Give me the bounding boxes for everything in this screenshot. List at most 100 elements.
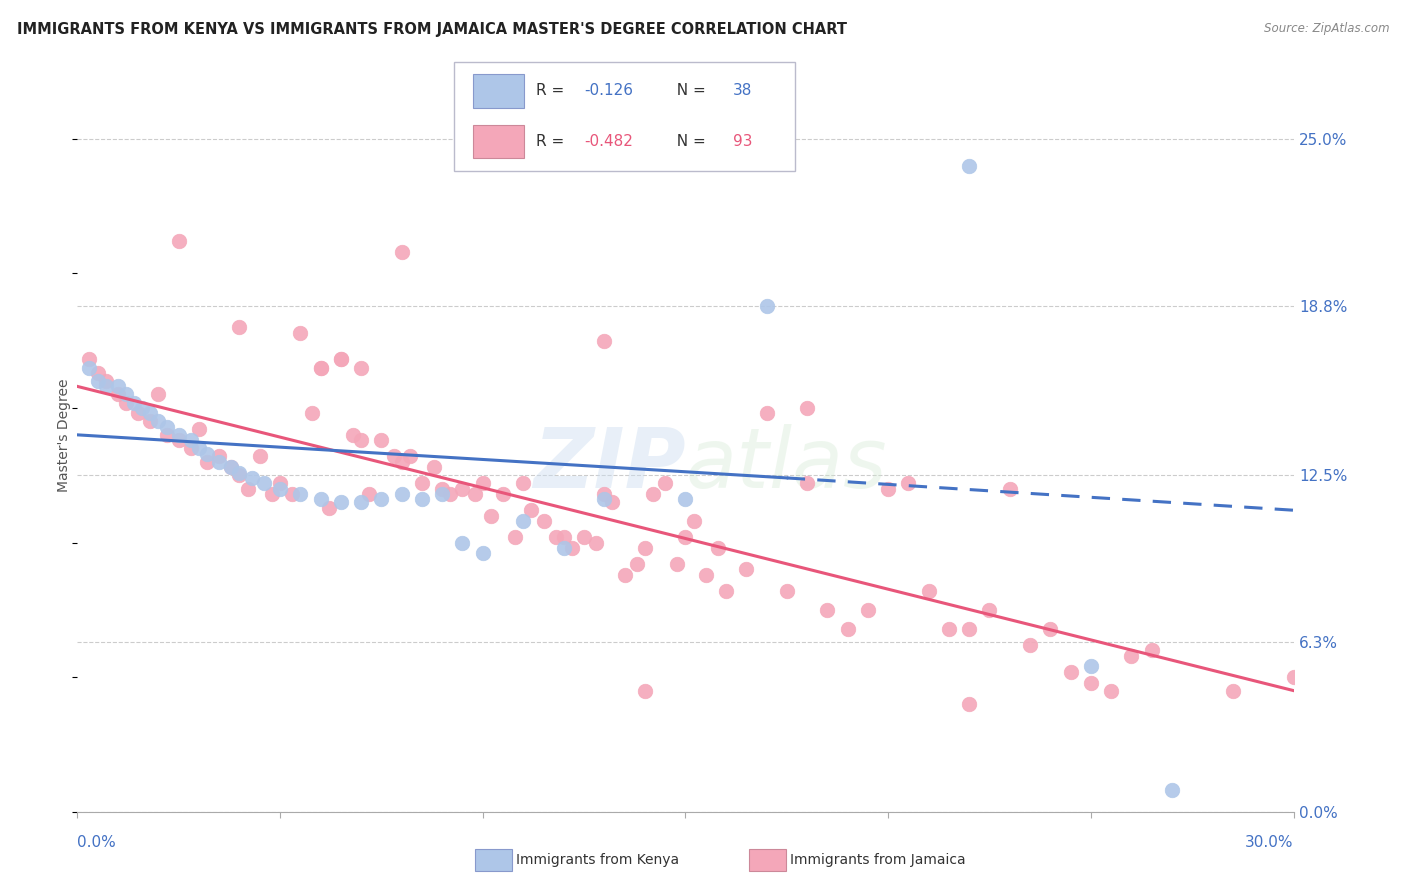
Point bbox=[249, 450, 271, 464]
Point bbox=[391, 244, 413, 259]
Point bbox=[359, 487, 381, 501]
Point bbox=[503, 530, 526, 544]
Point bbox=[1121, 648, 1143, 663]
Point bbox=[79, 360, 101, 375]
Point bbox=[856, 603, 879, 617]
Point bbox=[228, 466, 250, 480]
Text: R =: R = bbox=[536, 84, 569, 98]
Text: atlas: atlas bbox=[686, 425, 887, 506]
Point bbox=[195, 455, 218, 469]
Point bbox=[957, 622, 980, 636]
Text: -0.126: -0.126 bbox=[585, 84, 634, 98]
Point bbox=[1059, 665, 1081, 679]
Point bbox=[1039, 622, 1062, 636]
Point bbox=[253, 476, 276, 491]
Point bbox=[382, 450, 405, 464]
Point bbox=[796, 401, 818, 415]
Point bbox=[735, 562, 758, 576]
Point bbox=[634, 683, 657, 698]
Point bbox=[94, 374, 117, 388]
Text: Immigrants from Kenya: Immigrants from Kenya bbox=[516, 853, 679, 867]
Point bbox=[167, 434, 190, 448]
Point bbox=[350, 495, 373, 509]
Point bbox=[195, 447, 218, 461]
Point bbox=[309, 360, 332, 375]
Point bbox=[714, 584, 737, 599]
Point bbox=[471, 476, 494, 491]
Point bbox=[471, 546, 494, 560]
Point bbox=[79, 352, 101, 367]
Point bbox=[391, 487, 413, 501]
Text: 0.0%: 0.0% bbox=[77, 836, 117, 850]
Point bbox=[585, 535, 607, 549]
Point bbox=[957, 697, 980, 711]
Point bbox=[148, 414, 170, 428]
Point bbox=[877, 482, 900, 496]
Point bbox=[695, 567, 717, 582]
Point bbox=[593, 487, 616, 501]
Point bbox=[122, 395, 145, 409]
Point bbox=[938, 622, 960, 636]
Text: 93: 93 bbox=[733, 135, 752, 149]
Point bbox=[553, 530, 575, 544]
Point bbox=[492, 487, 515, 501]
Point bbox=[107, 387, 129, 401]
Point bbox=[520, 503, 543, 517]
Point bbox=[86, 374, 108, 388]
Point bbox=[707, 541, 730, 555]
Point bbox=[127, 406, 149, 420]
Point bbox=[208, 450, 231, 464]
Text: N =: N = bbox=[668, 135, 711, 149]
Text: N =: N = bbox=[668, 84, 711, 98]
Point bbox=[512, 514, 534, 528]
Point bbox=[479, 508, 502, 523]
Point bbox=[776, 584, 799, 599]
Point bbox=[451, 482, 474, 496]
Text: 30.0%: 30.0% bbox=[1246, 836, 1294, 850]
FancyBboxPatch shape bbox=[472, 125, 523, 159]
Point bbox=[544, 530, 567, 544]
Point bbox=[561, 541, 583, 555]
Point bbox=[512, 476, 534, 491]
Point bbox=[188, 442, 211, 456]
Point bbox=[139, 406, 162, 420]
Point bbox=[269, 482, 291, 496]
Point bbox=[613, 567, 636, 582]
Point bbox=[391, 455, 413, 469]
Point bbox=[228, 320, 250, 334]
Point bbox=[350, 434, 373, 448]
Point bbox=[94, 379, 117, 393]
Point bbox=[342, 428, 364, 442]
Point bbox=[626, 557, 648, 571]
Point bbox=[370, 434, 392, 448]
Point bbox=[350, 360, 373, 375]
Point bbox=[641, 487, 664, 501]
Point bbox=[432, 487, 454, 501]
Point bbox=[208, 455, 231, 469]
Point bbox=[290, 487, 312, 501]
Point bbox=[309, 492, 332, 507]
Point bbox=[281, 487, 304, 501]
Point bbox=[682, 514, 704, 528]
Point bbox=[228, 468, 250, 483]
Point bbox=[1282, 670, 1305, 684]
Point bbox=[439, 487, 461, 501]
Point bbox=[370, 492, 392, 507]
Point bbox=[240, 471, 263, 485]
Point bbox=[148, 387, 170, 401]
Point bbox=[451, 535, 474, 549]
Point bbox=[1161, 783, 1184, 797]
Text: Immigrants from Jamaica: Immigrants from Jamaica bbox=[790, 853, 966, 867]
Point bbox=[654, 476, 676, 491]
Point bbox=[755, 406, 778, 420]
Y-axis label: Master's Degree: Master's Degree bbox=[58, 378, 72, 491]
Point bbox=[666, 557, 689, 571]
Point bbox=[411, 492, 433, 507]
Point bbox=[796, 476, 818, 491]
Point bbox=[301, 406, 323, 420]
Point bbox=[675, 492, 697, 507]
Text: ZIP: ZIP bbox=[533, 425, 686, 506]
Point bbox=[260, 487, 283, 501]
Point bbox=[979, 603, 1001, 617]
Point bbox=[553, 541, 575, 555]
